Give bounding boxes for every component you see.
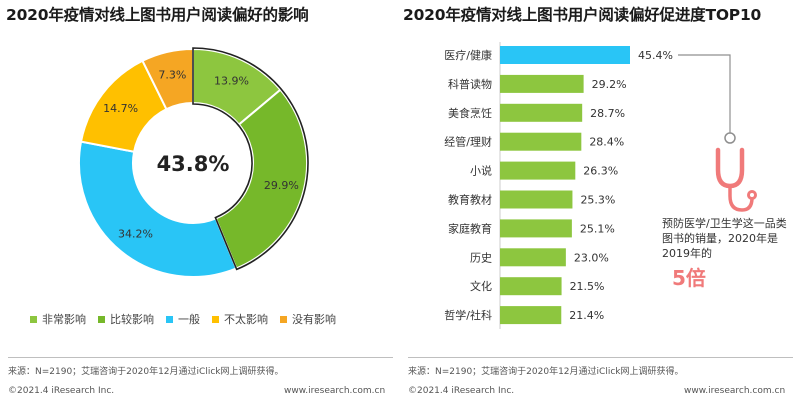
chart-title-left: 2020年疫情对线上图书用户阅读偏好的影响 <box>6 6 309 24</box>
category-label: 小说 <box>470 164 492 178</box>
legend-swatch <box>280 315 287 323</box>
chart-title-right: 2020年疫情对线上图书用户阅读偏好促进度TOP10 <box>403 6 762 24</box>
bar <box>500 277 562 296</box>
slice-label: 7.3% <box>158 68 186 81</box>
bar <box>500 46 630 64</box>
callout-text: 预防医学/卫生学这一品类图书的销量，2020年是2019年的 <box>662 217 787 260</box>
value-label: 26.3% <box>583 165 618 178</box>
website: www.iresearch.com.cn <box>684 386 786 396</box>
bar <box>500 161 576 180</box>
slice-label: 34.2% <box>118 227 153 240</box>
bar <box>500 74 584 93</box>
bar <box>500 248 566 267</box>
category-label: 教育教材 <box>448 193 492 207</box>
legend-label: 不太影响 <box>224 313 268 326</box>
legend-swatch <box>98 315 105 323</box>
category-label: 科普读物 <box>448 77 492 91</box>
category-label: 经管/理财 <box>444 135 492 149</box>
footer-divider <box>8 357 393 358</box>
slice-label: 13.9% <box>214 75 249 88</box>
legend-label: 非常影响 <box>42 313 86 326</box>
legend-swatch <box>166 315 173 323</box>
legend-item: 一般 <box>166 311 200 327</box>
center-value: 43.8% <box>157 152 230 176</box>
bar <box>500 190 573 209</box>
value-label: 28.4% <box>589 136 624 149</box>
copyright: ©2021.4 iResearch Inc. <box>408 386 515 396</box>
source-note: 来源：N=2190；艾瑞咨询于2020年12月通过iClick网上调研获得。 <box>8 367 284 377</box>
category-label: 医疗/健康 <box>444 48 492 62</box>
value-label: 21.4% <box>569 309 604 322</box>
value-label: 45.4% <box>638 49 673 62</box>
slice-label: 29.9% <box>264 179 299 192</box>
donut-chart: 13.9% 29.9% 34.2% 14.7% 7.3% 43.8% <box>78 47 309 278</box>
bar <box>500 306 562 325</box>
copyright: ©2021.4 iResearch Inc. <box>8 386 115 396</box>
value-label: 21.5% <box>570 280 605 293</box>
legend-label: 没有影响 <box>292 313 336 326</box>
left-panel: 2020年疫情对线上图书用户阅读偏好的影响 13.9% 29.9% 34.2% 14.… <box>6 6 393 396</box>
source-note: 来源：N=2190；艾瑞咨询于2020年12月通过iClick网上调研获得。 <box>408 367 684 377</box>
footer-divider <box>408 357 793 358</box>
category-label: 哲学/社科 <box>444 308 492 322</box>
bar-chart: 医疗/健康 45.4% 科普读物 29.2% 美食烹饪 28.7% 经管/理财 28.4% 小说… <box>444 42 757 329</box>
donut-slice <box>78 140 238 278</box>
website: www.iresearch.com.cn <box>284 386 386 396</box>
donut-legend: 非常影响 比较影响 一般 不太影响 没有影响 <box>30 311 336 327</box>
value-label: 28.7% <box>590 107 625 120</box>
legend-item: 不太影响 <box>212 311 268 327</box>
category-label: 家庭教育 <box>448 221 492 235</box>
callout-highlight: 5倍 <box>672 266 706 290</box>
slice-label: 14.7% <box>103 102 138 115</box>
legend-label: 比较影响 <box>110 313 154 326</box>
category-label: 美食烹饪 <box>448 106 492 120</box>
bar <box>500 132 582 151</box>
donut-slice <box>214 88 308 270</box>
value-label: 25.1% <box>580 222 615 235</box>
right-panel: 2020年疫情对线上图书用户阅读偏好促进度TOP10 医疗/健康 45.4% 科普读… <box>400 0 800 400</box>
value-label: 29.2% <box>592 78 627 91</box>
bar <box>500 219 572 238</box>
stethoscope-icon <box>715 132 757 212</box>
legend-swatch <box>212 315 219 323</box>
legend-label: 一般 <box>178 313 200 326</box>
bar <box>500 103 583 122</box>
category-label: 历史 <box>470 251 492 264</box>
connector-line <box>678 54 731 133</box>
value-label: 23.0% <box>574 251 609 264</box>
legend-item: 没有影响 <box>280 311 336 327</box>
legend-item: 非常影响 <box>30 311 86 327</box>
legend-swatch <box>30 315 37 323</box>
category-label: 文化 <box>470 279 492 293</box>
legend-item: 比较影响 <box>98 311 154 327</box>
highlight-outline <box>192 47 309 271</box>
value-label: 25.3% <box>580 194 615 207</box>
